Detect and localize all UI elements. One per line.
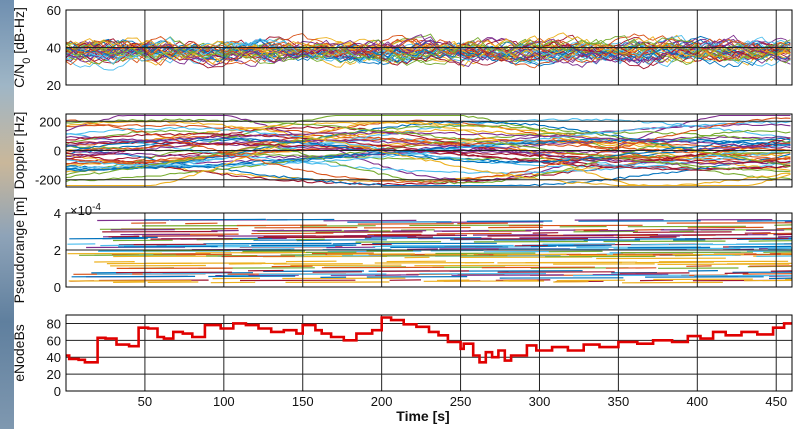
pseudorange-panel: 0 2 4 ×10-4 Pseudorange [m]	[11, 197, 793, 304]
doppler-series-line	[66, 128, 791, 173]
doppler-series-line	[66, 131, 791, 149]
doppler-series-line	[66, 137, 791, 153]
enodebs-x-ticks: 50 100 150 200 250 300 350 400 450	[138, 394, 787, 409]
cn0-series-line	[66, 43, 791, 68]
cn0-axes-frame	[65, 9, 793, 86]
doppler-panel: -200 0 200 Doppler [Hz]	[11, 112, 793, 190]
y-tick-label: 0	[54, 384, 61, 399]
pseudorange-series-group	[67, 218, 792, 284]
enodebs-series-group	[66, 316, 792, 364]
doppler-series-line	[66, 133, 791, 159]
x-tick-label: 300	[529, 394, 551, 409]
pseudorange-y-axis-label: Pseudorange [m]	[11, 197, 27, 304]
y-tick-label: 200	[39, 114, 61, 129]
cn0-grid	[66, 10, 792, 85]
enodebs-grid	[66, 315, 792, 391]
doppler-series-line	[66, 145, 791, 187]
cn0-ylabel-unit: [dB-Hz]	[11, 7, 27, 58]
enodebs-axes-frame	[65, 314, 793, 392]
pseudorange-y-ticks: 0 2 4	[54, 206, 61, 295]
y-tick-label: 20	[47, 367, 61, 382]
y-tick-label: 0	[54, 144, 61, 159]
doppler-series-line	[66, 120, 791, 168]
cn0-series-line	[66, 32, 791, 61]
x-tick-label: 200	[371, 394, 393, 409]
cn0-y-axis-label: C/N0 [dB-Hz]	[11, 7, 33, 88]
y-tick-label: 4	[54, 206, 61, 221]
x-tick-label: 400	[686, 394, 708, 409]
pseudorange-grid	[66, 213, 792, 287]
x-tick-label: 100	[213, 394, 235, 409]
cn0-series-line	[66, 40, 791, 69]
cn0-series-group	[66, 32, 791, 71]
y-tick-label: 40	[47, 41, 61, 56]
cn0-ylabel-sub: 0	[21, 58, 33, 64]
time-x-axis-label: Time [s]	[396, 408, 449, 424]
doppler-y-axis-label: Doppler [Hz]	[11, 112, 27, 190]
pseudorange-axes-frame	[65, 212, 793, 288]
doppler-series-line	[66, 126, 791, 168]
y-tick-label: -200	[35, 173, 61, 188]
doppler-axes-frame	[65, 113, 793, 188]
y-tick-label: 20	[47, 78, 61, 93]
cn0-ylabel-main: C/N	[11, 64, 27, 88]
x-tick-label: 450	[765, 394, 787, 409]
doppler-series-line	[66, 131, 791, 183]
doppler-series-line	[66, 124, 791, 179]
y-tick-label: 40	[47, 350, 61, 365]
x-tick-label: 350	[608, 394, 630, 409]
cn0-y-ticks: 20 40 60	[47, 3, 61, 93]
doppler-series-line	[66, 120, 791, 187]
y-tick-label: 2	[54, 243, 61, 258]
y-tick-label: 60	[47, 333, 61, 348]
pseudorange-exponent-power: -4	[92, 202, 101, 213]
doppler-series-line	[66, 117, 791, 184]
enodebs-series-line	[66, 316, 792, 364]
doppler-grid	[66, 114, 792, 187]
cn0-panel: 20 40 60 C/N0 [dB-Hz]	[11, 3, 793, 93]
doppler-series-group	[66, 114, 791, 187]
y-tick-label: 60	[47, 3, 61, 18]
cn0-series-line	[66, 38, 791, 68]
doppler-series-line	[66, 141, 791, 164]
pseudorange-exponent-label: ×10-4	[70, 202, 101, 219]
enodebs-y-ticks: 0 20 40 60 80	[47, 316, 61, 399]
enodebs-y-axis-label: eNodeBs	[11, 324, 27, 382]
enodebs-panel: 0 20 40 60 80 50 100 150 200 250 300 350 400 450 eNo…	[11, 314, 793, 424]
doppler-series-line	[66, 139, 791, 165]
pseudorange-exponent-base: ×10	[70, 203, 92, 218]
y-tick-label: 0	[54, 280, 61, 295]
x-tick-label: 250	[450, 394, 472, 409]
background-photo-strip	[0, 0, 14, 429]
x-tick-label: 150	[292, 394, 314, 409]
doppler-series-line	[66, 118, 791, 173]
x-tick-label: 50	[138, 394, 152, 409]
y-tick-label: 80	[47, 316, 61, 331]
cn0-series-line	[66, 35, 791, 62]
doppler-y-ticks: -200 0 200	[35, 114, 61, 187]
